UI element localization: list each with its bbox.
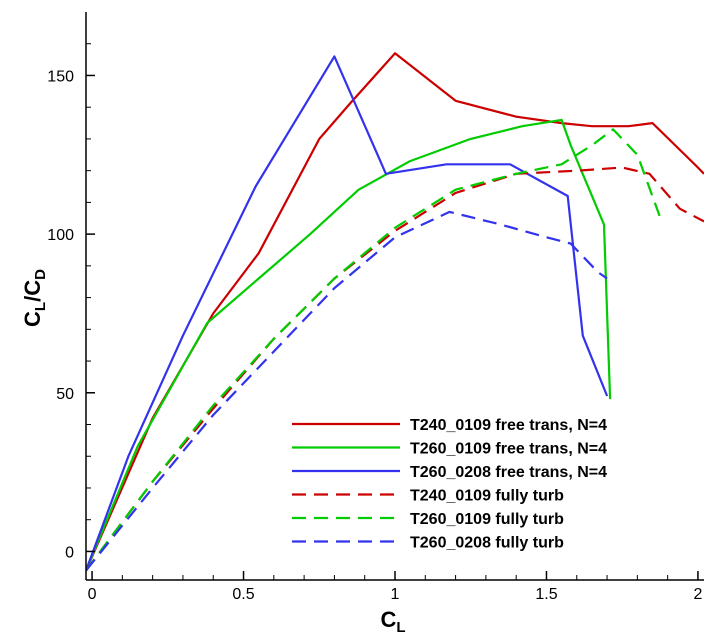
x-axis-title: CL [380, 607, 405, 636]
series-line-4 [86, 166, 704, 572]
x-tick-label: 0.5 [232, 586, 254, 603]
y-axis-title: CL/CD [20, 269, 49, 327]
x-tick-label: 0 [88, 586, 97, 603]
y-tick-label: 50 [56, 386, 74, 403]
y-tick-label: 0 [65, 544, 74, 561]
series-line-5 [86, 128, 663, 572]
legend-label-5: T260_0109 fully turb [410, 511, 564, 528]
y-tick-label: 150 [47, 68, 74, 85]
legend-label-2: T260_0109 free trans, N=4 [410, 441, 607, 458]
series-line-3 [86, 55, 609, 571]
x-tick-label: 1.5 [535, 586, 557, 603]
y-axis-title-part2: L [32, 302, 49, 311]
series-line-6 [86, 210, 608, 572]
legend-label-4: T240_0109 fully turb [410, 488, 564, 505]
legend-label-3: T260_0208 free trans, N=4 [410, 464, 607, 481]
series-line-2 [86, 118, 612, 571]
series-layer [86, 52, 704, 572]
x-axis-ticks: 0 0.5 1 1.5 2 [88, 571, 702, 603]
legend-label-1: T240_0109 free trans, N=4 [410, 417, 607, 434]
legend: T240_0109 free trans, N=4 T260_0109 free … [292, 417, 607, 552]
series-line-1 [86, 52, 704, 571]
y-axis-title-part1: C [20, 311, 45, 327]
x-axis-title-main: C [380, 607, 396, 632]
y-axis-ticks: 0 50 100 150 [47, 43, 95, 561]
y-tick-label: 100 [47, 227, 74, 244]
x-tick-label: 2 [693, 586, 702, 603]
x-axis-title-sub: L [396, 619, 405, 636]
x-tick-label: 1 [391, 586, 400, 603]
legend-label-6: T260_0208 fully turb [410, 535, 564, 552]
y-axis-title-part4: D [32, 269, 49, 280]
y-axis-title-part3: /C [20, 280, 45, 302]
